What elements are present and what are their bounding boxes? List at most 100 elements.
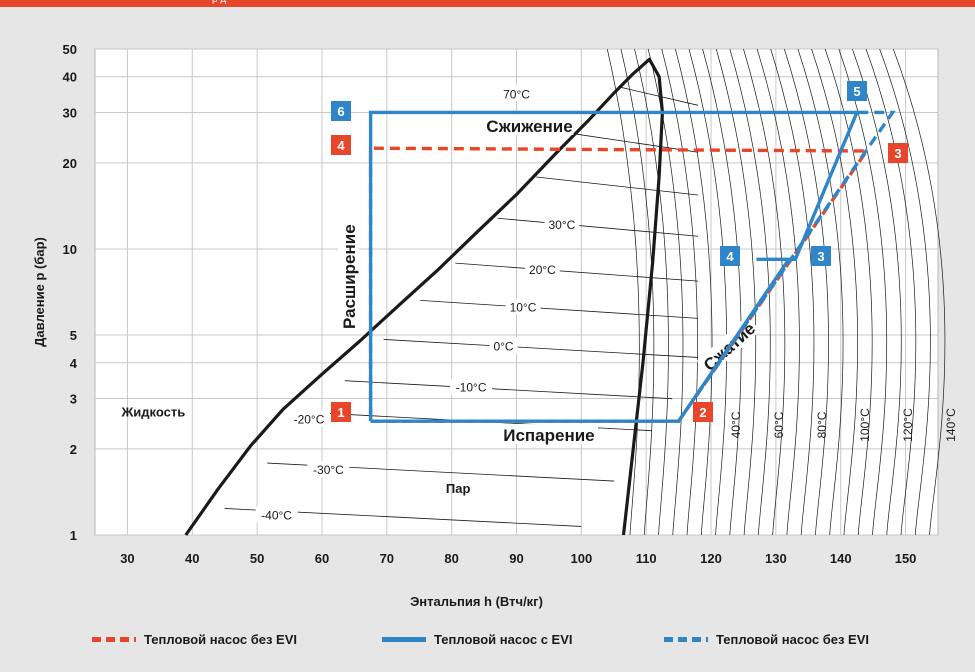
point-marker: 3 [888,143,908,163]
vapor-isotherm-line [702,48,742,536]
process-label-text: Сжижение [486,117,572,136]
point-marker: 4 [331,135,351,155]
process-label-bg [499,424,598,445]
x-tick-label: 50 [250,551,264,566]
isotherm-label-bg [489,337,518,354]
process-label: Расширение [338,222,359,331]
vapor-isotherm-label: 140°C [944,408,958,442]
point-marker: 4 [720,246,740,266]
isotherm-label-bg [499,85,534,102]
vapor-isotherm-line [852,48,902,536]
y-tick-label: 2 [70,442,77,457]
process-label-bg [338,222,359,331]
x-tick-label: 30 [120,551,134,566]
legend-swatch-blue-dashed [664,636,708,642]
point-marker: 2 [693,402,713,422]
y-tick-label: 40 [63,70,77,85]
legend-item-no-evi-red: Тепловой насос без EVI [92,624,297,654]
isotherm-label-text: -30°C [313,463,344,477]
x-tick-label: 80 [444,551,458,566]
isotherm-label-bg [307,461,350,478]
region-label: Жидкость [121,404,186,419]
vapor-isotherm-line [620,48,655,536]
isotherm-label-text: 30°C [548,218,575,232]
point-marker: 3 [811,246,831,266]
y-tick-label: 3 [70,392,77,407]
legend-item-no-evi-blue: Тепловой насос без EVI [664,624,869,654]
isotherm-label-bg [287,410,330,427]
dome-isotherm-line [344,380,673,400]
y-tick-label: 5 [70,328,77,343]
process-label: Испарение [499,424,598,445]
vapor-isotherm-line [661,48,698,536]
vapor-isotherm-label: 120°C [901,408,915,442]
dome-isotherm-line [383,339,699,358]
vapor-isotherm-line [892,48,946,536]
isotherm-label: 20°C [525,261,560,278]
legend-label: Тепловой насос с EVI [434,631,573,647]
process-label-bg [485,114,574,135]
isotherm-label-text: -20°C [294,413,325,427]
vapor-isotherm-line [838,48,888,536]
pressure-enthalpy-chart: 30 40 50 60 70 80 90 100 110 120 130 140 15012345102… [32,42,958,609]
dome-isotherm-line [536,176,699,196]
x-tick-label: 150 [895,551,917,566]
vapor-isotherm-line [647,48,684,536]
vapor-isotherm-label: 100°C [858,408,872,442]
vapor-isotherm-line [824,48,873,536]
point-marker-box [331,135,351,155]
point-marker-label: 3 [894,146,901,161]
isotherm-label: -20°C [287,410,330,427]
dome-isotherm-line [497,217,699,237]
isotherm-label-text: 0°C [493,339,513,353]
vapor-isotherm-line [783,48,829,536]
point-marker-label: 4 [726,249,734,264]
vapor-isotherm-line [865,48,917,536]
isotherm-label: 0°C [489,337,518,354]
point-marker-label: 1 [337,405,344,420]
y-tick-label: 20 [63,156,77,171]
point-marker-label: 6 [337,104,344,119]
point-marker-label: 5 [853,84,860,99]
y-tick-label: 1 [70,528,77,543]
vapor-isotherm-line [729,48,771,536]
isotherm-label: -30°C [307,461,350,478]
isotherm-label-text: 70°C [503,87,530,101]
point-marker-box [693,402,713,422]
point-marker: 1 [331,402,351,422]
vapor-isotherm-line [811,48,858,536]
point-marker: 5 [847,81,867,101]
legend-swatch-red-dashed [92,636,136,642]
vapor-isotherm-line [770,48,815,536]
y-tick-label: 30 [63,105,77,120]
isotherm-label-text: 10°C [510,300,537,314]
vapor-isotherm-line [715,48,757,536]
dome-isotherm-line [576,133,699,153]
dome-isotherm-line [455,262,699,282]
legend: Тепловой насос без EVI Тепловой насос с … [0,624,975,654]
process-label-text: Расширение [340,224,359,329]
legend-label: Тепловой насос без EVI [716,631,869,647]
vapor-isotherm-label: 80°C [815,411,829,438]
top-accent-bar: р д [0,0,975,7]
process-label-text: Испарение [503,426,594,445]
point-marker-box [331,101,351,121]
x-tick-label: 110 [636,551,657,566]
vapor-isotherm-line [797,48,844,536]
region-label: Пар [446,481,471,496]
legend-swatch-blue-solid [382,636,426,642]
x-tick-label: 100 [570,551,592,566]
point-marker-label: 2 [699,405,706,420]
x-tick-label: 90 [509,551,523,566]
point-marker-box [331,402,351,422]
x-tick-label: 60 [315,551,329,566]
y-axis-label: Давление p (бар) [32,237,47,347]
topbar-partial-text: р д [212,0,226,5]
x-tick-label: 130 [765,551,787,566]
dome-isotherm-line [420,299,699,319]
point-marker-box [888,143,908,163]
vapor-isotherm-label: 60°C [772,411,786,438]
isotherm-label: 10°C [505,298,541,315]
legend-item-evi: Тепловой насос с EVI [382,624,573,654]
isotherm-label-bg [255,506,298,523]
